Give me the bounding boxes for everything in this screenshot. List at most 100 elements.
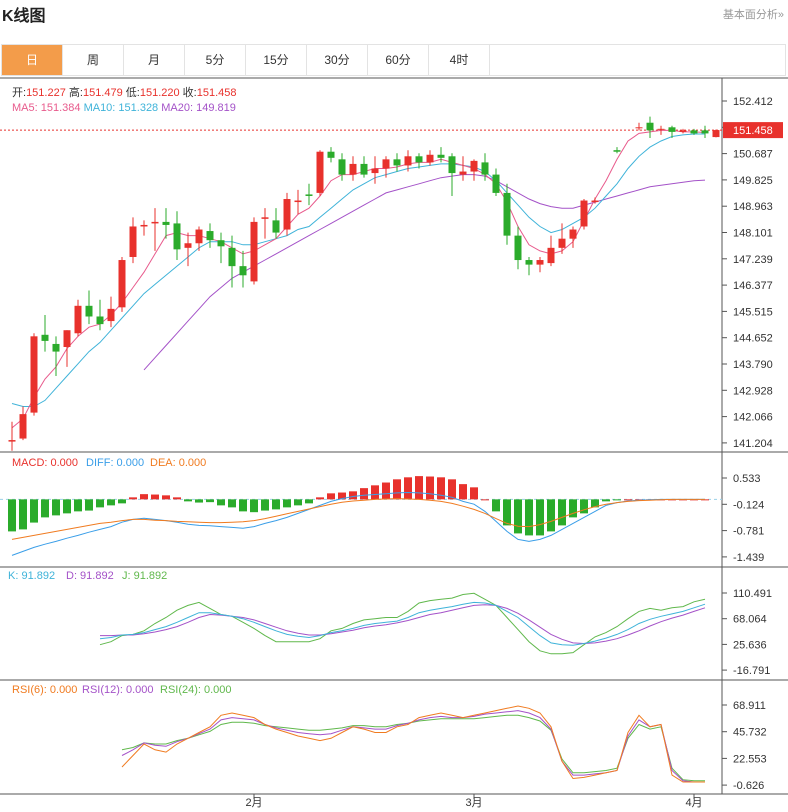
macd-bar [173, 497, 181, 500]
candle-body [52, 343, 60, 352]
candle-body [558, 238, 566, 248]
candle-body [283, 199, 291, 230]
macd-bar [536, 499, 544, 536]
candle-body [591, 200, 599, 203]
macd-bar [272, 499, 280, 510]
candle-body [536, 260, 544, 265]
macd-bar [580, 499, 588, 514]
candle-body [173, 223, 181, 250]
info-ma5_label: MA5: [12, 102, 38, 114]
candle-body [239, 266, 247, 276]
info-high: 151.479 [83, 87, 126, 99]
macd-bar [63, 499, 71, 514]
tab-2[interactable]: 月 [124, 45, 185, 75]
candle-body [118, 260, 126, 308]
tab-1[interactable]: 周 [63, 45, 124, 75]
x-axis-label: 4月 [685, 797, 702, 809]
j-line [99, 592, 706, 655]
price-axis-label: 149.825 [733, 175, 773, 187]
macd-bar [624, 499, 632, 501]
info-low_label: 低: [126, 86, 140, 99]
candle-body [382, 159, 390, 169]
tab-7[interactable]: 4时 [429, 45, 490, 75]
tab-4[interactable]: 15分 [246, 45, 307, 75]
candle-body [393, 159, 401, 166]
macd-bar [283, 499, 291, 508]
info-open_label: 开: [12, 87, 26, 99]
period-tabs: 日周月 5分 15分 30分 60分 4时 [1, 44, 786, 76]
candle-body [19, 414, 27, 439]
macd-bar [492, 499, 500, 512]
candle-body [184, 243, 192, 248]
info-ma20: 149.819 [193, 102, 236, 114]
macd-bar [8, 499, 16, 532]
macd-bar [140, 494, 148, 500]
macd-bar [415, 476, 423, 500]
macd-bar [107, 499, 115, 506]
candle-body [415, 156, 423, 163]
tab-3[interactable]: 5分 [185, 45, 246, 75]
rsi-axis-label: 68.911 [733, 700, 766, 712]
kdj-axis-label: 25.636 [733, 639, 767, 651]
macd-bar [459, 484, 467, 500]
ma10-line [11, 133, 705, 407]
macd-bar [184, 499, 192, 502]
price-axis-label: 150.687 [733, 149, 773, 161]
macd-bar [371, 485, 379, 500]
candle-body [96, 316, 104, 325]
info-high_label: 高: [69, 85, 83, 99]
candle-body [712, 130, 720, 138]
tab-0[interactable]: 日 [2, 45, 63, 75]
fundamental-analysis-link[interactable]: 基本面分析» [722, 9, 784, 21]
tab-6[interactable]: 60分 [368, 45, 429, 75]
candle-body [613, 150, 621, 152]
macd-bar [19, 499, 27, 530]
price-axis-label: 147.239 [733, 254, 773, 266]
info-ma10_label: MA10: [84, 102, 116, 114]
candle-body [448, 156, 456, 174]
price-axis-label: 148.101 [733, 228, 773, 240]
macd-bar [85, 499, 93, 511]
candle-body [228, 247, 236, 267]
candle-body [492, 174, 500, 193]
x-axis-label: 3月 [465, 797, 482, 809]
candle-body [580, 200, 588, 227]
price-axis-label: 142.928 [733, 385, 773, 397]
k-line [99, 601, 706, 646]
macd-bar [250, 499, 258, 513]
ohlc-info: 开:151.227 高:151.479 低:151.220 收:151.458 [12, 85, 237, 99]
macd-bar [426, 476, 434, 500]
macd-axis-label: -0.781 [733, 526, 764, 538]
candle-body [63, 330, 71, 348]
tab-5[interactable]: 30分 [307, 45, 368, 75]
macd-bar [448, 479, 456, 500]
macd-bar [349, 491, 357, 500]
ma-info: MA5: 151.384 MA10: 151.328 MA20: 149.819 [12, 102, 236, 114]
price-axis-label: 144.652 [733, 333, 773, 345]
d-line [100, 604, 706, 645]
candle-body [272, 220, 280, 233]
candle-body [140, 224, 148, 227]
info-ma10: 151.328 [115, 102, 161, 114]
macd-bar [118, 499, 126, 504]
k-legend: K: 91.892 [8, 570, 55, 582]
last-price-label: 151.458 [733, 125, 773, 137]
candle-body [404, 156, 412, 166]
macd-bar [206, 499, 214, 503]
macd-bar [547, 499, 555, 532]
candle-body [635, 127, 643, 129]
macd-bar [360, 488, 368, 500]
macd-bar [74, 499, 82, 512]
ma20-line [143, 174, 706, 371]
candle-body [195, 229, 203, 244]
macd-bar [228, 499, 236, 508]
j-legend: J: 91.892 [122, 570, 167, 582]
candle-body [8, 440, 16, 442]
candle-body [129, 226, 137, 257]
dea-legend: DEA: 0.000 [150, 457, 206, 469]
price-axis-label: 148.963 [733, 201, 773, 213]
macd-bar [338, 492, 346, 500]
diff-line [11, 491, 705, 556]
candle-body [107, 308, 115, 322]
macd-bar [217, 499, 225, 506]
